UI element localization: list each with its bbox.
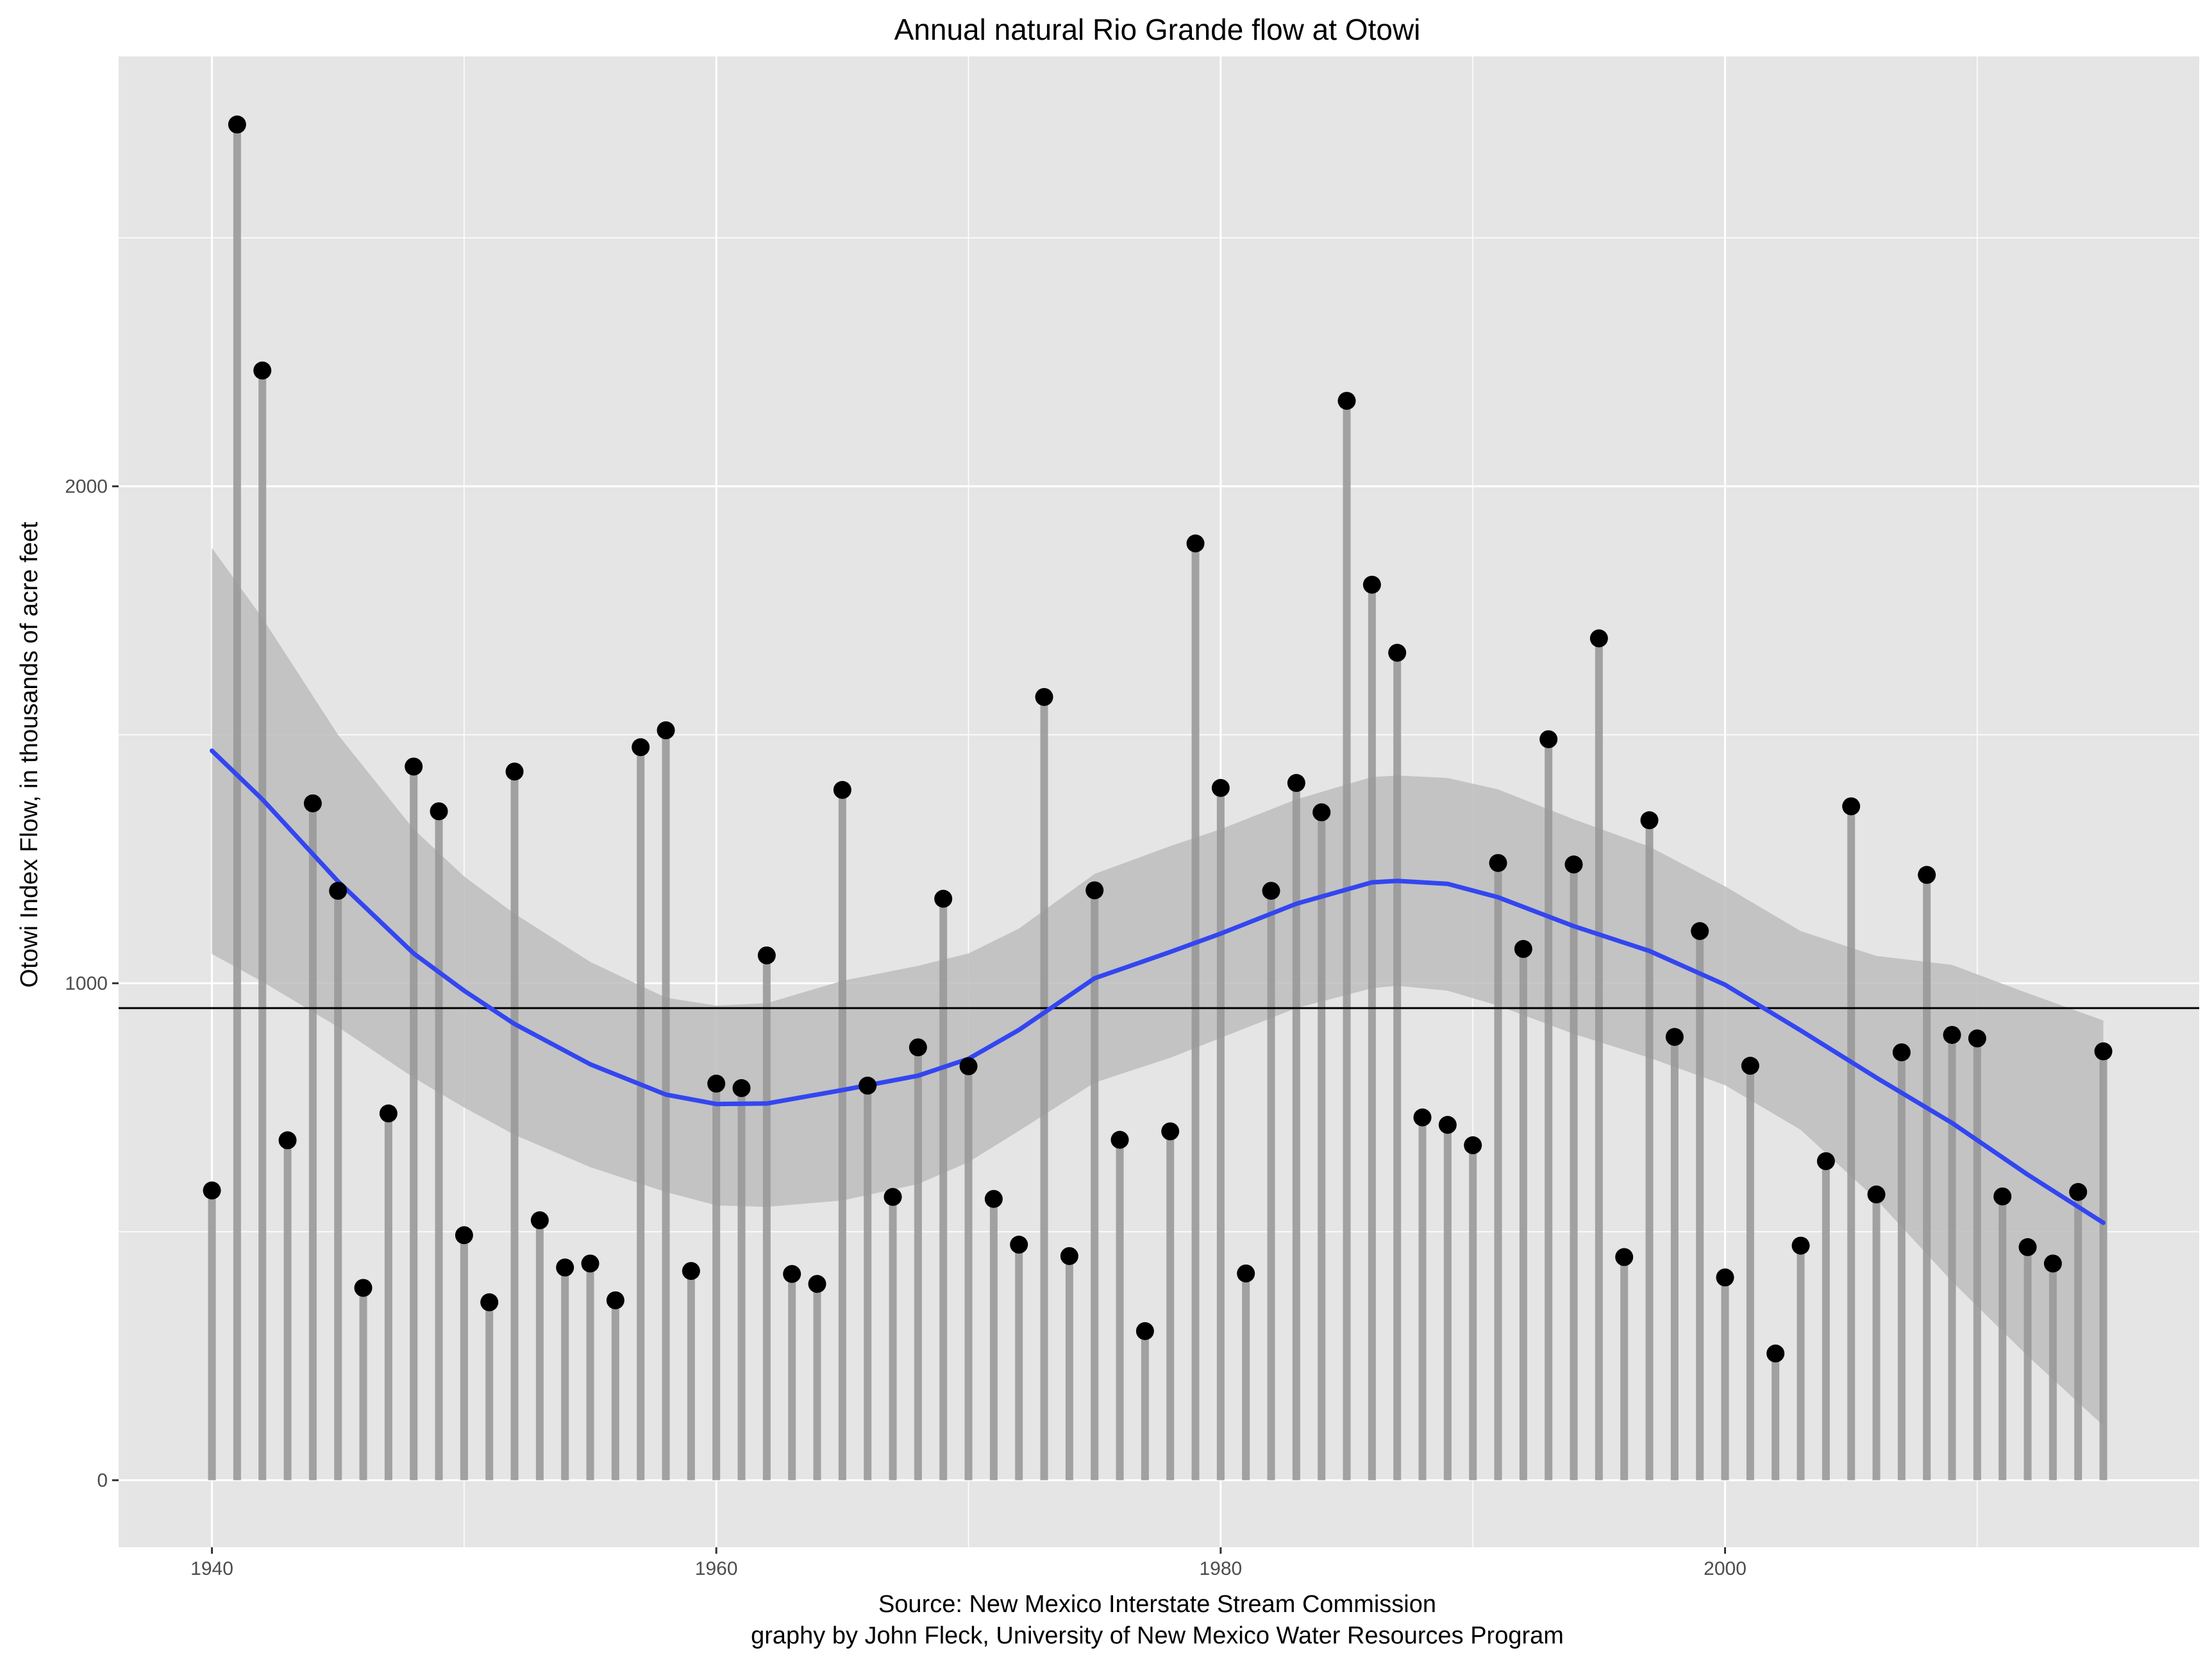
- flow-point-1957: [632, 738, 650, 757]
- flow-point-1987: [1388, 644, 1407, 662]
- flow-stems: [208, 124, 2107, 1481]
- x-tick-label: 1940: [190, 1558, 233, 1579]
- flow-point-1968: [909, 1038, 927, 1057]
- y-tick-label: 2000: [65, 476, 108, 497]
- flow-point-2012: [2018, 1238, 2037, 1256]
- flow-point-2001: [1741, 1057, 1759, 1075]
- x-tick-label: 1980: [1199, 1558, 1242, 1579]
- flow-point-2015: [2094, 1042, 2113, 1061]
- flow-point-1992: [1514, 939, 1532, 958]
- flow-point-1993: [1539, 730, 1558, 748]
- flow-point-1941: [228, 115, 246, 134]
- flow-point-1980: [1211, 778, 1230, 797]
- y-tick-label: 0: [97, 1470, 108, 1491]
- flow-point-1974: [1060, 1247, 1078, 1265]
- flow-points: [203, 115, 2113, 1363]
- y-axis-title: Otowi Index Flow, in thousands of acre f…: [16, 521, 43, 987]
- flow-point-1986: [1362, 575, 1381, 594]
- flow-point-1949: [430, 802, 448, 821]
- flow-point-1976: [1110, 1130, 1129, 1149]
- y-tick-label: 1000: [65, 973, 108, 994]
- flow-point-1944: [303, 794, 322, 812]
- flow-point-1951: [480, 1293, 499, 1311]
- flow-point-1985: [1337, 392, 1356, 410]
- flow-point-1984: [1312, 803, 1331, 821]
- flow-point-1971: [984, 1189, 1003, 1208]
- x-tick-label: 2000: [1704, 1558, 1747, 1579]
- chart-title: Annual natural Rio Grande flow at Otowi: [894, 13, 1421, 46]
- flow-point-1967: [884, 1188, 902, 1206]
- flow-point-1966: [859, 1077, 877, 1095]
- flow-point-2013: [2043, 1254, 2062, 1273]
- plot-panel: [119, 56, 2199, 1547]
- flow-point-1975: [1085, 881, 1104, 900]
- flow-point-1995: [1589, 629, 1608, 648]
- flow-point-1965: [833, 780, 851, 799]
- flow-point-1978: [1161, 1122, 1180, 1141]
- flow-point-1991: [1489, 853, 1507, 872]
- flow-point-1959: [682, 1262, 700, 1281]
- smooth-trend-line: [210, 748, 2106, 1225]
- flow-point-1996: [1615, 1248, 1634, 1266]
- flow-point-1990: [1464, 1136, 1482, 1155]
- flow-point-1998: [1665, 1028, 1684, 1046]
- flow-point-1964: [808, 1275, 826, 1293]
- flow-point-1997: [1640, 811, 1659, 830]
- flow-point-1948: [405, 757, 423, 776]
- flow-point-1945: [329, 882, 348, 900]
- flow-point-1955: [581, 1254, 599, 1273]
- flow-point-2006: [1867, 1185, 1886, 1204]
- flow-point-1969: [934, 889, 953, 908]
- flow-point-2003: [1791, 1236, 1810, 1255]
- x-axis: 1940 1960 1980 2000: [190, 1547, 1747, 1579]
- flow-point-1999: [1691, 922, 1709, 940]
- flow-point-1977: [1135, 1322, 1154, 1340]
- flow-point-1956: [606, 1291, 624, 1309]
- flow-point-2010: [1968, 1029, 1986, 1048]
- flow-point-1988: [1413, 1108, 1432, 1127]
- flow-point-1970: [959, 1057, 978, 1075]
- flow-point-2011: [1993, 1187, 2012, 1206]
- confidence-ribbon: [212, 548, 2104, 1426]
- flow-point-2005: [1842, 797, 1861, 816]
- flow-point-1940: [203, 1181, 221, 1200]
- flow-point-1950: [455, 1226, 473, 1245]
- flow-point-1989: [1438, 1116, 1457, 1134]
- flow-point-1963: [783, 1265, 801, 1283]
- x-tick-label: 1960: [695, 1558, 738, 1579]
- flow-point-1953: [530, 1211, 549, 1230]
- flow-point-1942: [253, 361, 272, 380]
- flow-point-1946: [354, 1279, 373, 1297]
- flow-point-1943: [278, 1131, 297, 1150]
- flow-point-1981: [1237, 1264, 1255, 1282]
- flow-point-1952: [505, 762, 524, 781]
- flow-point-1979: [1186, 534, 1205, 553]
- flow-point-1972: [1010, 1236, 1028, 1254]
- flow-point-2002: [1766, 1344, 1785, 1363]
- flow-point-2008: [1918, 866, 1936, 884]
- flow-point-2007: [1892, 1043, 1911, 1062]
- y-axis: 0 1000 2000: [65, 476, 119, 1491]
- flow-point-1960: [707, 1074, 726, 1093]
- flow-point-1982: [1262, 882, 1280, 900]
- caption-source: Source: New Mexico Interstate Stream Com…: [878, 1591, 1436, 1618]
- flow-point-2009: [1943, 1025, 1961, 1044]
- flow-point-1983: [1287, 774, 1305, 793]
- flow-point-2014: [2069, 1182, 2088, 1201]
- flow-point-1962: [757, 946, 776, 964]
- flow-point-2004: [1816, 1152, 1835, 1170]
- flow-point-1947: [379, 1104, 398, 1123]
- flow-point-1954: [556, 1258, 574, 1277]
- caption-credit: graphy by John Fleck, University of New …: [751, 1622, 1564, 1649]
- flow-point-2000: [1716, 1268, 1734, 1287]
- flow-point-1961: [732, 1079, 751, 1097]
- flow-point-1973: [1035, 687, 1053, 706]
- flow-point-1958: [657, 721, 675, 739]
- flow-point-1994: [1564, 855, 1583, 874]
